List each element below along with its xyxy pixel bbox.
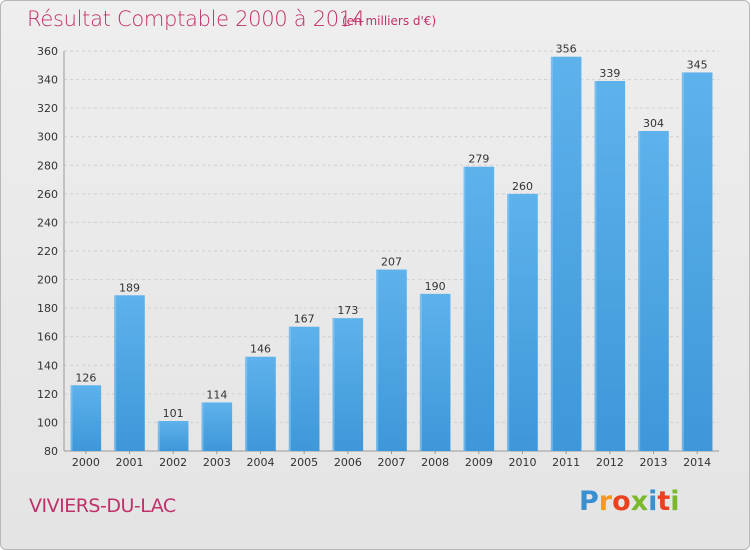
- bar-highlight: [288, 326, 291, 451]
- bar-highlight: [332, 318, 335, 451]
- x-tick-label: 2011: [552, 456, 580, 469]
- y-tick-label: 160: [37, 331, 58, 344]
- x-tick-label: 2013: [640, 456, 668, 469]
- bars: [70, 56, 713, 451]
- bar-highlight: [376, 269, 379, 451]
- logo-letter: x: [630, 486, 649, 517]
- x-tick-label: 2004: [247, 456, 275, 469]
- bar-2000: [70, 385, 102, 451]
- proxiti-logo: Proxiti: [579, 486, 680, 517]
- y-tick-label: 140: [37, 359, 58, 372]
- bar-value-label: 260: [512, 180, 533, 193]
- bar-value-label: 189: [119, 281, 140, 294]
- logo-letter: i: [648, 486, 658, 517]
- bar-2004: [245, 356, 276, 451]
- bar-2011: [550, 56, 582, 451]
- x-tick-label: 2009: [465, 456, 493, 469]
- axes: 80 100 120 140 160 180 200 220 240 260 280 300 320 34…: [37, 45, 719, 458]
- bar-value-label: 304: [643, 117, 664, 130]
- bar-2001: [114, 295, 145, 451]
- commune-name: VIVIERS-DU-LAC: [29, 495, 176, 517]
- y-tick-label: 340: [37, 74, 58, 87]
- bar-2002: [157, 421, 189, 451]
- logo-letter: i: [670, 486, 680, 517]
- bar-2010: [507, 193, 538, 451]
- bar-value-label: 101: [163, 407, 184, 420]
- x-tick-label: 2002: [159, 456, 187, 469]
- bar-2012: [594, 81, 626, 451]
- logo-letter: r: [598, 486, 613, 517]
- y-tick-label: 220: [37, 245, 58, 258]
- y-tick-label: 320: [37, 102, 58, 115]
- bar-value-label: 146: [250, 343, 271, 356]
- x-tick-label: 2007: [378, 456, 406, 469]
- labels: 126 2000 189 2001 101 2002 114 2003 146 2004 167 20…: [72, 43, 711, 469]
- bar-highlight: [419, 293, 422, 451]
- x-tick-label: 2014: [683, 456, 711, 469]
- logo-letter: o: [612, 486, 631, 517]
- bar-2003: [201, 402, 233, 451]
- x-tick-label: 2001: [116, 456, 144, 469]
- bar-value-label: 279: [468, 153, 489, 166]
- bar-highlight: [550, 56, 553, 451]
- x-tick-label: 2003: [203, 456, 231, 469]
- logo-letter: t: [657, 486, 671, 517]
- bar-highlight: [463, 166, 466, 451]
- x-tick-label: 2008: [421, 456, 449, 469]
- bar-highlight: [681, 72, 684, 451]
- bar-highlight: [594, 81, 597, 451]
- bar-value-label: 167: [294, 313, 315, 326]
- x-tick-label: 2006: [334, 456, 362, 469]
- x-tick-label: 2005: [290, 456, 318, 469]
- y-tick-label: 80: [44, 445, 58, 458]
- bar-highlight: [245, 356, 248, 451]
- bar-value-label: 126: [75, 371, 96, 384]
- x-tick-label: 2000: [72, 456, 100, 469]
- y-tick-label: 260: [37, 188, 58, 201]
- y-tick-label: 360: [37, 45, 58, 58]
- y-tick-label: 200: [37, 274, 58, 287]
- bar-highlight: [201, 402, 204, 451]
- bar-2007: [376, 269, 407, 451]
- y-tick-label: 280: [37, 159, 58, 172]
- bar-2008: [419, 293, 451, 451]
- chart-title: Résultat Comptable 2000 à 2014: [27, 7, 365, 31]
- bar-2006: [332, 318, 364, 451]
- bar-value-label: 190: [425, 280, 446, 293]
- bar-highlight: [157, 421, 160, 451]
- bar-value-label: 339: [599, 67, 620, 80]
- y-tick-label: 100: [37, 416, 58, 429]
- bar-2014: [681, 72, 713, 451]
- y-tick-label: 240: [37, 216, 58, 229]
- bar-value-label: 356: [556, 43, 577, 56]
- bar-value-label: 173: [337, 304, 358, 317]
- bar-2009: [463, 166, 495, 451]
- bar-value-label: 207: [381, 256, 402, 269]
- bar-highlight: [638, 131, 641, 451]
- y-tick-label: 180: [37, 302, 58, 315]
- x-tick-label: 2010: [509, 456, 537, 469]
- y-tick-label: 120: [37, 388, 58, 401]
- bar-value-label: 114: [206, 388, 227, 401]
- bar-2005: [288, 326, 320, 451]
- bar-highlight: [114, 295, 117, 451]
- chart-subtitle: (en milliers d'€): [342, 14, 437, 28]
- bar-value-label: 345: [687, 58, 708, 71]
- bar-2013: [638, 131, 669, 451]
- x-tick-label: 2012: [596, 456, 624, 469]
- y-tick-label: 300: [37, 131, 58, 144]
- bar-highlight: [70, 385, 73, 451]
- bar-highlight: [507, 193, 510, 451]
- logo-letter: P: [579, 486, 599, 517]
